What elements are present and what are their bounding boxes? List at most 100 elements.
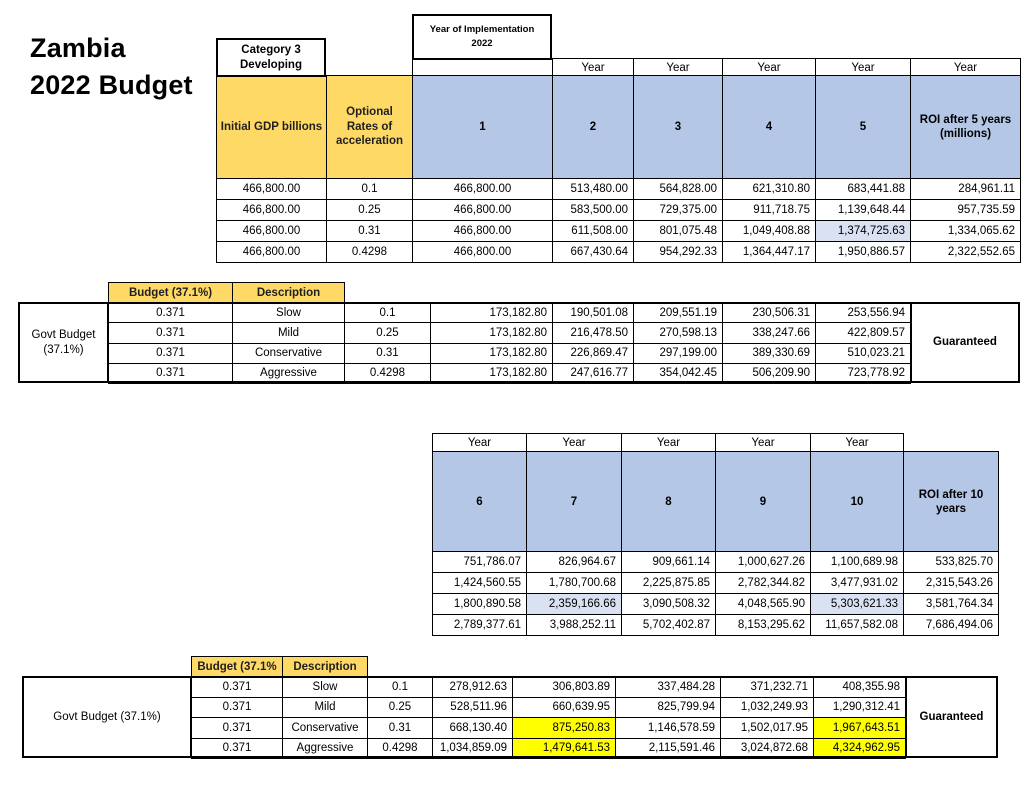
cell: 3,988,252.11 xyxy=(527,615,622,636)
cell: 1,100,689.98 xyxy=(811,552,904,573)
cell: 216,478.50 xyxy=(553,323,634,344)
cell: 2,322,552.65 xyxy=(911,242,1021,263)
header-year-1: 1 xyxy=(413,76,553,179)
cell: 0.31 xyxy=(345,343,431,364)
row-label: Govt Budget (37.1%) xyxy=(53,710,161,723)
cell: 0.25 xyxy=(345,323,431,344)
cell: 1,290,312.41 xyxy=(814,697,906,718)
cell: 513,480.00 xyxy=(553,179,634,200)
table1-header-row: Initial GDP billions Optional Rates of a… xyxy=(216,75,1021,179)
cell: 3,581,764.34 xyxy=(904,594,999,615)
cell: 2,115,591.46 xyxy=(616,738,721,759)
cell: 957,735.59 xyxy=(911,200,1021,221)
cell: 1,146,578.59 xyxy=(616,718,721,739)
cell: Aggressive xyxy=(283,738,368,759)
row-label-line1: Govt Budget xyxy=(31,328,96,341)
cell: 0.371 xyxy=(109,323,233,344)
cell: 466,800.00 xyxy=(217,179,327,200)
page-title-line2: 2022 Budget xyxy=(30,70,193,100)
highlighted-cell: 875,250.83 xyxy=(513,718,616,739)
cell: 0.31 xyxy=(327,221,413,242)
guaranteed-label: Guaranteed xyxy=(933,336,997,349)
cell: 0.371 xyxy=(192,697,283,718)
cell: 247,616.77 xyxy=(553,363,634,384)
impl-line1: Year of Implementation xyxy=(429,23,535,35)
table1-data: 466,800.00 0.1 466,800.00 513,480.00 564… xyxy=(216,178,1021,263)
cell: Mild xyxy=(283,697,368,718)
cell: 253,556.94 xyxy=(816,303,911,324)
cell: 611,508.00 xyxy=(553,221,634,242)
cell: Conservative xyxy=(283,718,368,739)
cell: 466,800.00 xyxy=(217,221,327,242)
cell: 801,075.48 xyxy=(634,221,723,242)
cell: 0.4298 xyxy=(368,738,433,759)
cell: 1,032,249.93 xyxy=(721,697,814,718)
cell: 0.371 xyxy=(192,718,283,739)
table4-data: 0.371 Slow 0.1 278,912.63 306,803.89 337… xyxy=(191,676,906,759)
header-budget: Budget (37.1% xyxy=(192,657,283,677)
cell: Conservative xyxy=(233,343,345,364)
highlighted-cell: 1,374,725.63 xyxy=(816,221,911,242)
header-roi-5: ROI after 5 years (millions) xyxy=(911,76,1021,179)
header-initial-gdp: Initial GDP billions xyxy=(217,76,327,179)
cell: 173,182.80 xyxy=(431,363,553,384)
cell: 354,042.45 xyxy=(634,363,723,384)
cell: 3,090,508.32 xyxy=(622,594,716,615)
cell: 826,964.67 xyxy=(527,552,622,573)
cell: 2,782,344.82 xyxy=(716,573,811,594)
cell: 173,182.80 xyxy=(431,343,553,364)
cell: 954,292.33 xyxy=(634,242,723,263)
cell: 466,800.00 xyxy=(413,221,553,242)
table3-year-strip: Year Year Year Year Year xyxy=(432,433,904,453)
cell: 0.1 xyxy=(345,303,431,324)
cell: 306,803.89 xyxy=(513,677,616,698)
cell: 667,430.64 xyxy=(553,242,634,263)
cell: 1,502,017.95 xyxy=(721,718,814,739)
cell: 389,330.69 xyxy=(723,343,816,364)
cell: 422,809.57 xyxy=(816,323,911,344)
highlighted-cell: 4,324,962.95 xyxy=(814,738,906,759)
cell: 226,869.47 xyxy=(553,343,634,364)
cell: 337,484.28 xyxy=(616,677,721,698)
header-rates: Optional Rates of acceleration xyxy=(327,76,413,179)
year-label: Year xyxy=(622,434,716,453)
header-budget: Budget (37.1%) xyxy=(109,283,233,303)
cell: 8,153,295.62 xyxy=(716,615,811,636)
cell: 0.31 xyxy=(368,718,433,739)
cell: 1,800,890.58 xyxy=(433,594,527,615)
header-year-7: 7 xyxy=(527,452,622,553)
cell: 1,424,560.55 xyxy=(433,573,527,594)
cell: 909,661.14 xyxy=(622,552,716,573)
cell: 825,799.94 xyxy=(616,697,721,718)
cell: 0.25 xyxy=(327,200,413,221)
cell: 466,800.00 xyxy=(217,200,327,221)
cell: Aggressive xyxy=(233,363,345,384)
cell: 1,950,886.57 xyxy=(816,242,911,263)
cell: 408,355.98 xyxy=(814,677,906,698)
cell: 533,825.70 xyxy=(904,552,999,573)
highlighted-cell: 1,967,643.51 xyxy=(814,718,906,739)
cell: 466,800.00 xyxy=(413,242,553,263)
category-line2: Developing xyxy=(240,58,302,71)
cell: 0.1 xyxy=(368,677,433,698)
header-year-9: 9 xyxy=(716,452,811,553)
cell: 0.25 xyxy=(368,697,433,718)
highlighted-cell: 2,359,166.66 xyxy=(527,594,622,615)
cell: 2,225,875.85 xyxy=(622,573,716,594)
guaranteed-cell: Guaranteed xyxy=(910,302,1020,383)
cell: 668,130.40 xyxy=(433,718,513,739)
header-year-10: 10 xyxy=(811,452,904,553)
cell: 0.4298 xyxy=(345,363,431,384)
cell: 583,500.00 xyxy=(553,200,634,221)
cell: 3,024,872.68 xyxy=(721,738,814,759)
cell: 5,702,402.87 xyxy=(622,615,716,636)
cell: 284,961.11 xyxy=(911,179,1021,200)
cell: 7,686,494.06 xyxy=(904,615,999,636)
cell: Slow xyxy=(233,303,345,324)
header-year-6: 6 xyxy=(433,452,527,553)
header-year-2: 2 xyxy=(553,76,634,179)
cell: 911,718.75 xyxy=(723,200,816,221)
cell: 1,139,648.44 xyxy=(816,200,911,221)
header-description: Description xyxy=(233,283,345,303)
